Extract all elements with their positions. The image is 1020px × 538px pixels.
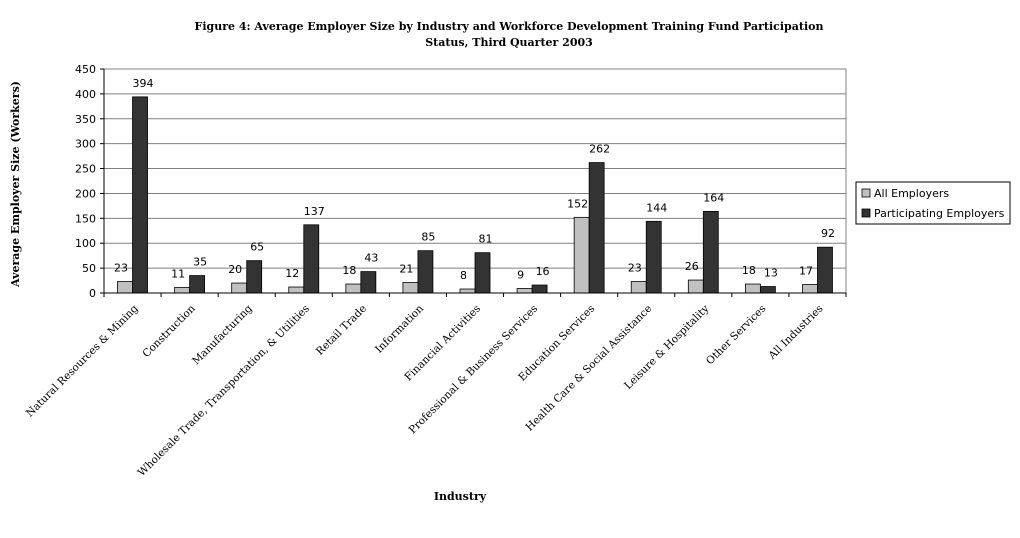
data-label-all-employers: 23 [114, 262, 128, 275]
data-label-participating-employers: 92 [821, 227, 835, 240]
bar-participating-employers [417, 250, 434, 294]
legend-label-participating-employers: Participating Employers [874, 207, 1005, 220]
category-label: Retail Trade [314, 303, 369, 358]
bar-all-employers [345, 283, 362, 294]
data-label-all-employers: 21 [399, 263, 413, 276]
bar-participating-employers [759, 286, 776, 294]
data-label-participating-employers: 394 [133, 77, 154, 90]
bar-all-employers [573, 216, 590, 294]
y-tick-label: 100 [75, 237, 96, 250]
data-label-participating-employers: 262 [589, 143, 610, 156]
data-label-participating-employers: 43 [364, 252, 378, 265]
data-label-participating-employers: 144 [646, 201, 667, 214]
data-label-participating-employers: 35 [193, 256, 207, 269]
y-tick-label: 250 [75, 163, 96, 176]
y-axis-title: Average Employer Size (Workers) [9, 81, 22, 288]
bar-participating-employers [303, 224, 320, 294]
data-labels: 23 394 11 35 20 65 12 137 18 43 21 85 8 81 9 16 152 262 23… [114, 77, 835, 282]
data-label-all-employers: 18 [742, 264, 756, 277]
legend-box [855, 181, 1011, 225]
bar-all-employers [687, 279, 704, 294]
data-label-all-employers: 152 [567, 197, 588, 210]
legend-label-all-employers: All Employers [874, 187, 949, 200]
category-labels: Natural Resources & Mining ConstructionMa… [24, 302, 826, 478]
y-tick-label: 200 [75, 187, 96, 200]
category-label: Other Services [704, 303, 769, 368]
bar-participating-employers [817, 246, 833, 294]
y-tick-label: 50 [82, 262, 96, 275]
legend-swatch-participating-employers [861, 208, 871, 218]
data-label-all-employers: 9 [517, 269, 524, 282]
x-axis-title: Industry [434, 490, 487, 503]
bar-all-employers [117, 281, 133, 294]
legend-swatch-all-employers [861, 188, 871, 198]
data-label-participating-employers: 13 [764, 267, 778, 280]
data-label-all-employers: 20 [228, 263, 242, 276]
y-tick-label: 400 [75, 88, 96, 101]
bar-participating-employers [474, 252, 491, 294]
chart-title-line1: Figure 4: Average Employer Size by Indus… [195, 20, 824, 33]
data-label-all-employers: 12 [285, 267, 299, 280]
y-tick-label: 300 [75, 138, 96, 151]
data-label-all-employers: 17 [799, 265, 813, 278]
bar-participating-employers [588, 162, 605, 294]
y-tick-label: 150 [75, 212, 96, 225]
bar-all-employers [744, 283, 761, 294]
gridlines [104, 93, 846, 269]
category-label: Manufacturing [190, 302, 255, 367]
bar-all-employers [802, 284, 818, 294]
bar-all-employers [516, 288, 533, 294]
legend: All Employers Participating Employers [855, 181, 1011, 225]
category-label: All Industries [766, 303, 826, 363]
data-label-participating-employers: 81 [479, 233, 493, 246]
category-label: Health Care & Social Assistance [524, 303, 655, 434]
data-label-all-employers: 11 [171, 268, 185, 281]
data-label-participating-employers: 65 [250, 241, 264, 254]
bar-participating-employers [702, 210, 719, 294]
bar-all-employers [288, 286, 305, 294]
bar-participating-employers [645, 220, 662, 294]
data-label-all-employers: 26 [685, 260, 699, 273]
bar-participating-employers [246, 260, 263, 294]
bar-all-employers [402, 282, 419, 294]
bar-participating-employers [360, 271, 377, 294]
data-label-participating-employers: 16 [536, 265, 550, 278]
bar-participating-employers [132, 96, 148, 294]
data-label-participating-employers: 85 [421, 231, 435, 244]
data-label-all-employers: 18 [342, 264, 356, 277]
data-label-all-employers: 23 [628, 262, 642, 275]
data-label-participating-employers: 137 [304, 205, 325, 218]
bar-participating-employers [531, 284, 548, 294]
category-label: Professional & Business Services [407, 303, 541, 437]
bar-all-employers [174, 287, 191, 294]
category-label: Information [373, 302, 426, 355]
data-label-participating-employers: 164 [703, 191, 724, 204]
category-label: Natural Resources & Mining [24, 302, 141, 419]
bar-all-employers [231, 282, 248, 294]
y-tick-label: 350 [75, 113, 96, 126]
bar-all-employers [630, 281, 647, 294]
axes: 0 50 100 150 200 250 300 350 400 450 [75, 63, 847, 300]
bar-participating-employers [189, 275, 206, 294]
data-label-all-employers: 8 [460, 269, 467, 282]
y-tick-label: 0 [89, 287, 96, 300]
chart-title-line2: Status, Third Quarter 2003 [425, 36, 593, 49]
category-label: Construction [140, 302, 197, 359]
y-tick-label: 450 [75, 63, 96, 76]
bars [117, 96, 833, 294]
bar-all-employers [459, 288, 476, 294]
